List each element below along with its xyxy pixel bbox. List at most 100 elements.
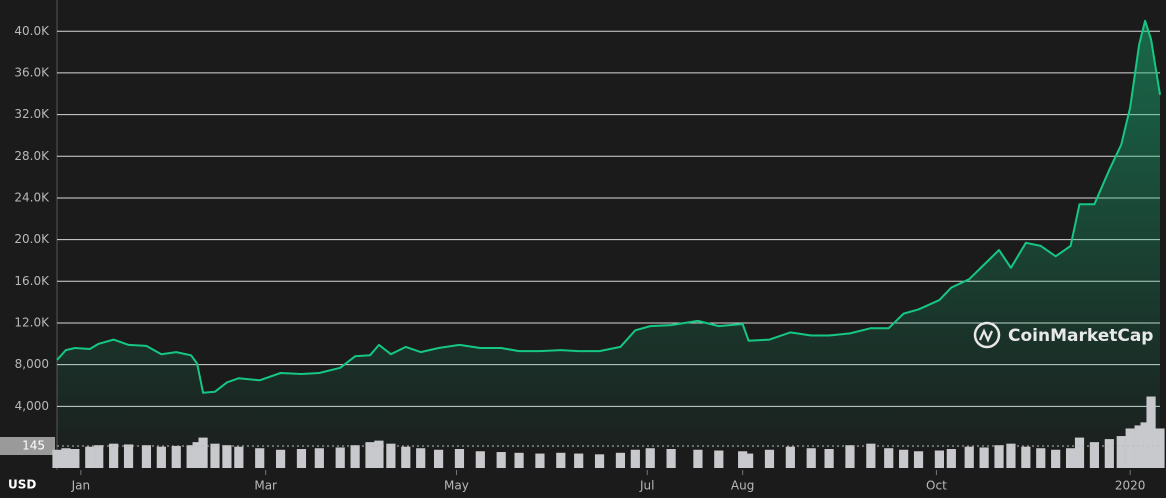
area — [57, 20, 1160, 449]
currency-label: USD — [8, 478, 36, 492]
volume-bar — [1155, 428, 1165, 468]
watermark-text: CoinMarketCap — [1008, 326, 1153, 346]
volume-bar — [714, 450, 724, 468]
volume-bar — [416, 448, 426, 468]
volume-bar — [141, 445, 152, 468]
volume-bar — [52, 449, 62, 468]
volume-bar — [475, 451, 485, 468]
y-tick-label: 4,000 — [15, 399, 49, 413]
volume-bar — [386, 443, 396, 468]
volume-bar — [192, 442, 202, 468]
volume-bar — [594, 454, 605, 468]
volume-bar — [744, 453, 754, 468]
volume-bar — [1036, 448, 1046, 468]
volume-bar — [70, 448, 80, 468]
y-tick-label: 16.0K — [14, 274, 50, 288]
volume-bar — [186, 445, 196, 468]
y-tick-label: 36.0K — [14, 65, 50, 79]
volume-bar — [109, 443, 119, 468]
volume-bar — [1089, 442, 1100, 468]
volume-bar — [946, 448, 956, 468]
volume-bar — [454, 448, 465, 468]
x-tick-label: May — [444, 479, 469, 493]
volume-bar — [884, 448, 894, 468]
volume-bar — [296, 448, 307, 468]
volume-bar — [1125, 428, 1135, 468]
volume-bar — [666, 448, 676, 468]
volume-label-box — [0, 437, 55, 455]
volume-bar — [123, 444, 134, 468]
volume-bar — [1134, 425, 1144, 468]
volume-bar — [964, 446, 974, 468]
watermark-logo — [973, 321, 1001, 349]
volume-bar — [535, 453, 545, 468]
x-tick-label: Aug — [731, 479, 754, 493]
y-tick-label: 32.0K — [14, 107, 50, 121]
x-tick-label: Jul — [639, 479, 654, 493]
volume-bar — [556, 452, 566, 468]
y-tick-label: 8,000 — [15, 357, 49, 371]
volume-bar — [934, 450, 944, 468]
volume-bar — [222, 445, 232, 468]
volume-bar — [1021, 446, 1031, 468]
volume-bar — [1051, 449, 1061, 468]
price-line — [56, 19, 1161, 394]
volume-bar — [574, 453, 584, 468]
volume-bar — [171, 445, 181, 468]
watermark: CoinMarketCap — [973, 321, 1153, 349]
volume-bar — [1146, 396, 1156, 468]
x-tick-label: Jan — [71, 479, 91, 493]
volume-bar — [1104, 439, 1114, 468]
volume-bar — [845, 445, 855, 468]
volume-bar — [630, 449, 640, 468]
volume-bar — [365, 442, 375, 468]
volume-bar — [1140, 422, 1150, 468]
volume-bar — [496, 452, 506, 468]
volume-bar — [234, 446, 244, 468]
volume-bar — [156, 446, 166, 468]
volume-bar — [785, 446, 795, 468]
volume-label: 145 — [22, 439, 45, 453]
y-tick-label: 40.0K — [14, 24, 50, 38]
y-tick-label: 24.0K — [14, 190, 50, 204]
volume-bar — [994, 445, 1004, 468]
volume-bar — [401, 446, 411, 468]
volume-bar — [314, 448, 324, 468]
volume-bar — [198, 437, 208, 468]
volume-bar — [275, 449, 286, 468]
volume-bar — [913, 451, 924, 468]
y-tick-label: 28.0K — [14, 149, 50, 163]
volume-bar — [255, 448, 265, 468]
volume-bar — [764, 449, 775, 468]
volume-bar — [1006, 443, 1016, 468]
volume-bar — [1116, 436, 1126, 468]
volume-bar — [94, 445, 104, 468]
volume-bar — [85, 446, 95, 468]
volume-bar — [1074, 437, 1085, 468]
volume-bar — [806, 448, 816, 468]
volume-bar — [645, 448, 655, 468]
volume-bar — [1065, 448, 1076, 468]
volume-bar — [350, 445, 360, 468]
volume-bar — [738, 451, 748, 468]
volume-bar — [210, 443, 220, 468]
volume-bar — [374, 440, 384, 468]
volume-bar — [615, 452, 626, 468]
volume-bar — [899, 449, 909, 468]
volume-bar — [979, 447, 989, 468]
volume-bar — [824, 448, 834, 468]
x-tick-label: Mar — [254, 479, 277, 493]
y-tick-label: 12.0K — [14, 315, 50, 329]
y-tick-label: 20.0K — [14, 232, 50, 246]
volume-bar — [335, 447, 345, 468]
volume-bar — [514, 452, 524, 468]
x-tick-label: Oct — [926, 479, 947, 493]
volume-bar — [433, 449, 444, 468]
volume-bar — [866, 443, 876, 468]
volume-bar — [693, 449, 703, 468]
x-tick-label: 2020 — [1115, 479, 1146, 493]
volume-bar — [61, 448, 71, 468]
watermark-logo-mark — [978, 328, 994, 343]
